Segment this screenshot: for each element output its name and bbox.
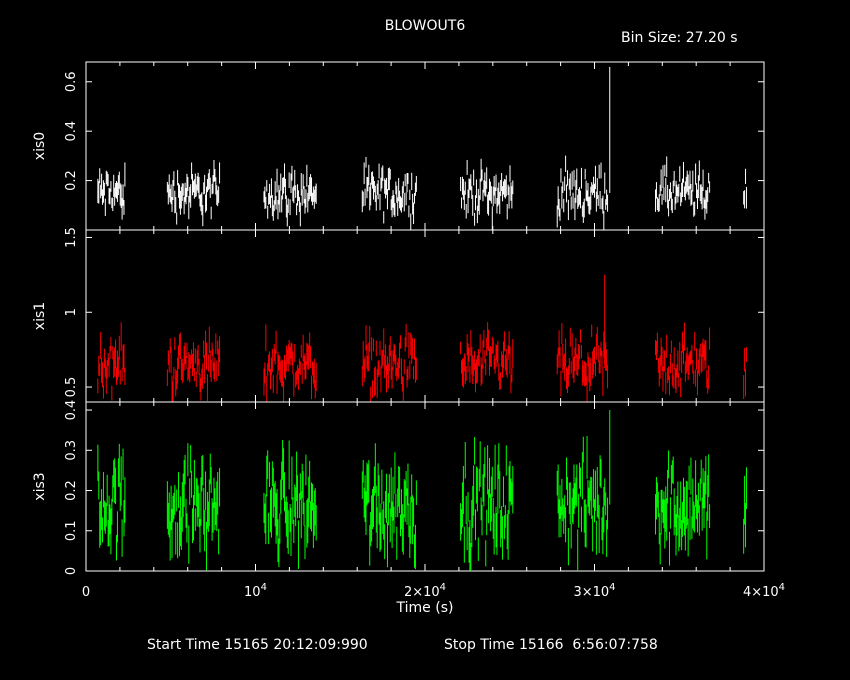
- panel-frame-xis0: [85, 61, 765, 231]
- chart-title: BLOWOUT6: [384, 18, 466, 34]
- y-tick-label-xis1: 1: [64, 308, 79, 316]
- x-tick-label: 4×104: [743, 582, 785, 600]
- y-tick-label-xis3: 0: [64, 567, 79, 575]
- y-tick-label-xis1: 0.5: [64, 377, 79, 398]
- bin-size-label: Bin Size: 27.20 s: [621, 30, 738, 46]
- y-tick-label-xis0: 0.6: [64, 71, 79, 92]
- x-tick-label: 104: [244, 582, 267, 600]
- y-tick-label-xis3: 0.1: [64, 520, 79, 541]
- y-axis-label-xis0: xis0: [32, 132, 48, 160]
- y-tick-label-xis1: 1.5: [64, 227, 79, 248]
- panel-frame-xis3: [85, 401, 765, 572]
- x-axis-label: Time (s): [396, 600, 454, 616]
- y-axis-label-xis1: xis1: [32, 302, 48, 330]
- y-tick-label-xis3: 0.3: [64, 440, 79, 461]
- x-tick-label: 3×104: [573, 582, 615, 600]
- y-tick-label-xis0: 0.2: [64, 170, 79, 191]
- y-tick-label-xis0: 0.4: [64, 121, 79, 142]
- y-tick-label-xis3: 0.2: [64, 480, 79, 501]
- y-axis-label-xis3: xis3: [32, 472, 48, 500]
- stop-time-label: Stop Time 15166 6:56:07:758: [444, 637, 658, 653]
- x-tick-label: 0: [82, 585, 90, 600]
- start-time-label: Start Time 15165 20:12:09:990: [147, 637, 368, 653]
- x-tick-label: 2×104: [404, 582, 446, 600]
- y-tick-label-xis3: 0.4: [64, 400, 79, 421]
